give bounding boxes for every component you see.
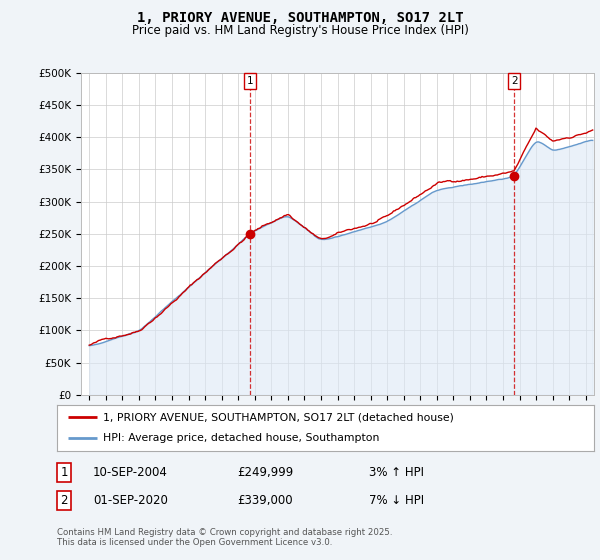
Text: 1: 1	[247, 76, 253, 86]
Text: 1, PRIORY AVENUE, SOUTHAMPTON, SO17 2LT: 1, PRIORY AVENUE, SOUTHAMPTON, SO17 2LT	[137, 11, 463, 25]
Text: HPI: Average price, detached house, Southampton: HPI: Average price, detached house, Sout…	[103, 433, 379, 444]
Text: 2: 2	[61, 494, 68, 507]
Text: Contains HM Land Registry data © Crown copyright and database right 2025.
This d: Contains HM Land Registry data © Crown c…	[57, 528, 392, 547]
Text: 3% ↑ HPI: 3% ↑ HPI	[369, 466, 424, 479]
Text: Price paid vs. HM Land Registry's House Price Index (HPI): Price paid vs. HM Land Registry's House …	[131, 24, 469, 36]
Text: 7% ↓ HPI: 7% ↓ HPI	[369, 494, 424, 507]
Text: 10-SEP-2004: 10-SEP-2004	[93, 466, 168, 479]
Text: £249,999: £249,999	[237, 466, 293, 479]
Text: 1, PRIORY AVENUE, SOUTHAMPTON, SO17 2LT (detached house): 1, PRIORY AVENUE, SOUTHAMPTON, SO17 2LT …	[103, 412, 454, 422]
Text: 01-SEP-2020: 01-SEP-2020	[93, 494, 168, 507]
Text: £339,000: £339,000	[237, 494, 293, 507]
Text: 1: 1	[61, 466, 68, 479]
Text: 2: 2	[511, 76, 517, 86]
